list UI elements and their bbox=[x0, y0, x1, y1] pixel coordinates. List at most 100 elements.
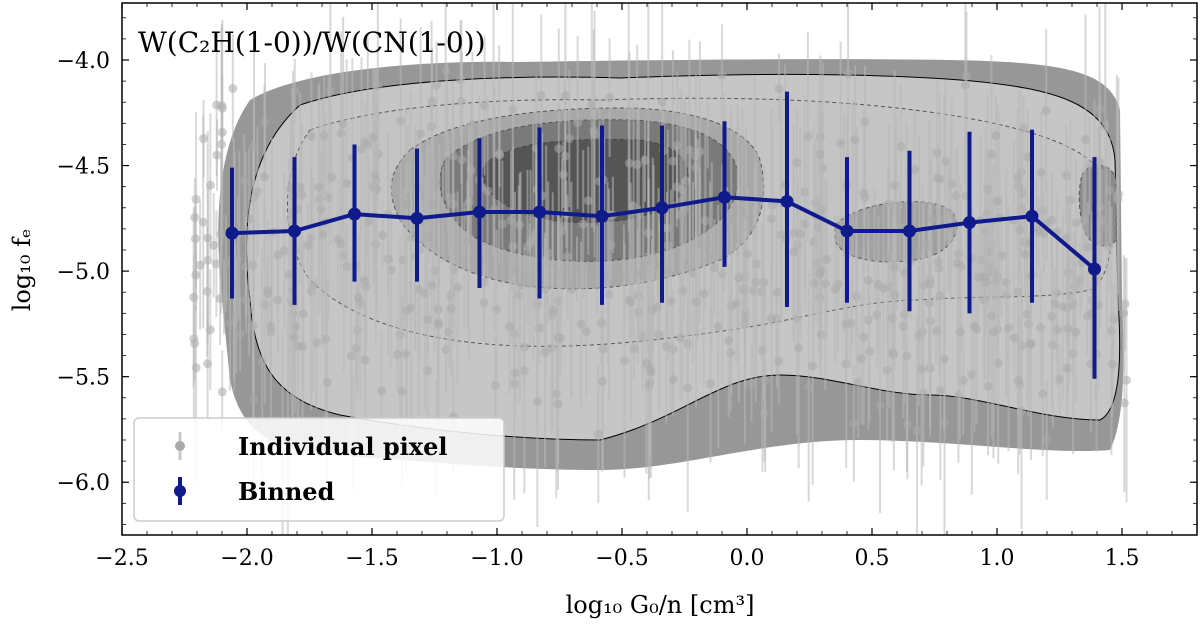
pixel-point bbox=[540, 347, 550, 357]
x-tick-label: −0.5 bbox=[595, 546, 648, 571]
pixel-point bbox=[1100, 121, 1110, 131]
y-tick-label: −5.0 bbox=[57, 260, 110, 285]
pixel-point bbox=[429, 199, 439, 209]
pixel-point bbox=[815, 149, 825, 159]
pixel-point bbox=[423, 232, 433, 242]
pixel-point bbox=[1036, 167, 1046, 177]
y-tick-label: −5.5 bbox=[57, 366, 110, 391]
pixel-point bbox=[726, 215, 736, 225]
plot-frame bbox=[121, 2, 1198, 536]
pixel-point bbox=[508, 104, 518, 114]
binned-series bbox=[225, 91, 1101, 379]
pixel-point bbox=[910, 165, 920, 175]
pixel-point bbox=[958, 375, 968, 385]
pixel-point bbox=[490, 380, 500, 390]
pixel-point bbox=[713, 321, 723, 331]
pixel-point bbox=[231, 312, 241, 322]
pixel-point bbox=[766, 214, 776, 224]
pixel-point bbox=[593, 429, 603, 439]
pixel-point bbox=[364, 217, 374, 227]
pixel-point bbox=[534, 323, 544, 333]
pixel-point bbox=[668, 156, 678, 166]
pixel-point bbox=[273, 250, 283, 260]
pixel-point bbox=[992, 196, 1002, 206]
pixel-point bbox=[252, 187, 262, 197]
pixel-point bbox=[726, 348, 736, 358]
pixel-point bbox=[259, 172, 269, 182]
pixel-point bbox=[216, 229, 226, 239]
pixel-point bbox=[510, 368, 520, 378]
pixel-point bbox=[890, 180, 900, 190]
pixel-point bbox=[850, 134, 860, 144]
legend-entry-binned: Binned bbox=[174, 477, 335, 506]
pixel-point bbox=[525, 279, 535, 289]
pixel-point bbox=[1047, 215, 1057, 225]
legend-pixel-marker bbox=[175, 441, 185, 451]
pixel-point bbox=[284, 270, 294, 280]
pixel-point bbox=[750, 154, 760, 164]
pixel-point bbox=[1033, 227, 1043, 237]
pixel-point bbox=[448, 151, 458, 161]
pixel-point bbox=[1017, 406, 1027, 416]
pixel-point bbox=[1065, 195, 1075, 205]
pixel-point bbox=[675, 209, 685, 219]
pixel-point bbox=[370, 170, 380, 180]
pixel-point bbox=[392, 349, 402, 359]
pixel-point bbox=[699, 289, 709, 299]
pixel-point bbox=[581, 326, 591, 336]
pixel-point bbox=[456, 75, 466, 85]
pixel-point bbox=[635, 269, 645, 279]
pixel-point bbox=[751, 277, 761, 287]
pixel-point bbox=[947, 179, 957, 189]
pixel-point bbox=[1038, 389, 1048, 399]
pixel-point bbox=[952, 258, 962, 268]
pixel-point bbox=[1013, 376, 1023, 386]
pixel-point bbox=[1058, 302, 1068, 312]
pixel-point bbox=[592, 265, 602, 275]
pixel-point bbox=[859, 188, 869, 198]
pixel-point bbox=[241, 295, 251, 305]
pixel-point bbox=[249, 141, 259, 151]
pixel-point bbox=[597, 377, 607, 387]
y-axis-label: log₁₀ fₑ bbox=[8, 229, 36, 312]
binned-point bbox=[1025, 209, 1039, 223]
pixel-point bbox=[935, 386, 945, 396]
binned-point bbox=[595, 209, 609, 223]
pixel-point bbox=[760, 376, 770, 386]
pixel-point bbox=[360, 276, 370, 286]
x-tick-label: −2.0 bbox=[220, 546, 273, 571]
pixel-point bbox=[684, 145, 694, 155]
pixel-point bbox=[587, 100, 597, 110]
pixel-point bbox=[510, 266, 520, 276]
pixel-point bbox=[672, 182, 682, 192]
pixel-point bbox=[1036, 323, 1046, 333]
x-tick-label: −1.5 bbox=[345, 546, 398, 571]
pixel-point bbox=[1009, 333, 1019, 343]
pixel-point bbox=[536, 90, 546, 100]
pixel-point bbox=[1109, 314, 1119, 324]
pixel-point bbox=[619, 356, 629, 366]
pixel-point bbox=[954, 249, 964, 259]
pixel-point bbox=[1112, 192, 1122, 202]
pixel-point bbox=[953, 390, 963, 400]
pixel-point bbox=[882, 365, 892, 375]
pixel-point bbox=[318, 229, 328, 239]
pixel-point bbox=[235, 329, 245, 339]
pixel-point bbox=[1120, 299, 1130, 309]
pixel-point bbox=[863, 275, 873, 285]
pixel-point bbox=[1107, 359, 1117, 369]
pixel-point bbox=[1020, 249, 1030, 259]
pixel-point bbox=[217, 387, 227, 397]
pixel-point bbox=[228, 83, 238, 93]
pixel-point bbox=[354, 293, 364, 303]
pixel-point bbox=[873, 280, 883, 290]
pixel-point bbox=[733, 148, 743, 158]
pixel-point bbox=[925, 279, 935, 289]
pixel-point bbox=[316, 205, 326, 215]
y-tick-label: −4.5 bbox=[57, 155, 110, 180]
pixel-point bbox=[249, 395, 259, 405]
pixel-point bbox=[509, 379, 519, 389]
pixel-point bbox=[717, 70, 727, 80]
pixel-point bbox=[257, 357, 267, 367]
pixel-point bbox=[303, 241, 313, 251]
